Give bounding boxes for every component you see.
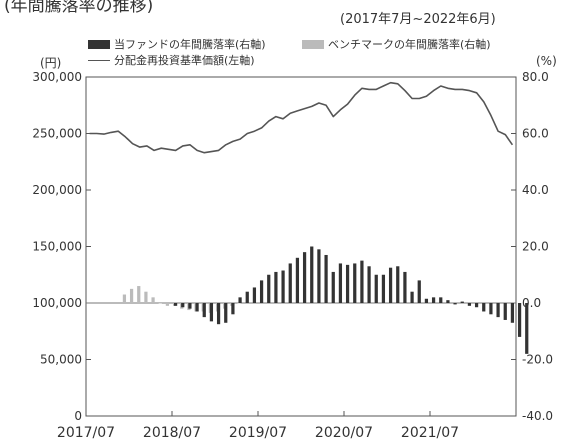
fund-bar bbox=[517, 303, 522, 337]
fund-bar bbox=[274, 271, 278, 303]
fund-bar bbox=[453, 303, 457, 305]
fund-bar bbox=[195, 303, 199, 312]
left-tick-label: 200,000 bbox=[32, 183, 82, 197]
right-tick-label: -40.0 bbox=[522, 409, 553, 423]
fund-bar bbox=[424, 298, 429, 303]
legend-fund-swatch bbox=[88, 39, 110, 49]
fund-bar bbox=[374, 274, 378, 303]
fund-bar bbox=[367, 266, 371, 303]
legend-nav-line bbox=[88, 59, 110, 61]
fund-bar bbox=[467, 303, 472, 306]
right-tick-label: 20.0 bbox=[522, 240, 549, 254]
left-tick-label: 100,000 bbox=[32, 296, 82, 310]
plot-frame bbox=[85, 76, 517, 417]
legend-fund: 当ファンドの年間騰落率(右軸) bbox=[88, 36, 266, 52]
fund-bar bbox=[388, 267, 393, 303]
benchmark-bar bbox=[144, 291, 148, 303]
x-tick-label: 2021/07 bbox=[401, 425, 459, 441]
fund-bar bbox=[317, 249, 321, 303]
fund-bar bbox=[338, 263, 343, 303]
fund-bar bbox=[181, 303, 185, 308]
fund-bar bbox=[173, 303, 178, 306]
legend-nav-label: 分配金再投資基準価額(左軸) bbox=[114, 54, 255, 67]
fund-bar bbox=[410, 291, 414, 303]
fund-bar bbox=[188, 303, 192, 309]
fund-bar bbox=[224, 303, 228, 323]
chart-title: (年間騰落率の推移) bbox=[4, 0, 154, 16]
benchmark-bar bbox=[129, 288, 134, 303]
right-axis-unit: (%) bbox=[536, 54, 557, 68]
legend-benchmark-swatch bbox=[302, 39, 324, 49]
fund-bar bbox=[281, 270, 285, 303]
legend-benchmark: ベンチマークの年間騰落率(右軸) bbox=[302, 36, 491, 52]
fund-bar bbox=[403, 271, 407, 303]
benchmark-bar bbox=[237, 303, 241, 304]
x-tick-label: 2020/07 bbox=[315, 425, 373, 441]
benchmark-bar bbox=[165, 303, 170, 306]
fund-bar bbox=[345, 264, 350, 303]
left-tick-label: 150,000 bbox=[32, 240, 82, 254]
fund-bar bbox=[231, 303, 235, 315]
left-tick-label: 50,000 bbox=[40, 353, 82, 367]
benchmark-bar bbox=[122, 294, 127, 303]
x-tick-label: 2017/07 bbox=[57, 425, 115, 441]
benchmark-bar bbox=[158, 303, 162, 304]
fund-bar bbox=[417, 280, 421, 303]
fund-bar bbox=[245, 291, 249, 303]
fund-bar bbox=[474, 303, 479, 308]
fund-bar bbox=[510, 303, 515, 323]
x-tick-label: 2018/07 bbox=[143, 425, 201, 441]
fund-bar bbox=[295, 257, 300, 303]
fund-bar bbox=[489, 303, 493, 315]
right-tick-label: -20.0 bbox=[522, 353, 553, 367]
fund-bar bbox=[216, 303, 221, 325]
fund-bar bbox=[202, 303, 206, 318]
fund-bar bbox=[209, 303, 214, 322]
fund-bar bbox=[353, 263, 357, 303]
left-axis-unit: (円) bbox=[40, 56, 62, 70]
right-tick-label: 60.0 bbox=[522, 127, 549, 141]
fund-bar bbox=[482, 303, 486, 312]
fund-bar bbox=[267, 274, 271, 303]
fund-bar bbox=[302, 252, 307, 303]
legend-nav: 分配金再投資基準価額(左軸) bbox=[88, 52, 255, 68]
fund-bar bbox=[238, 297, 242, 303]
fund-bar bbox=[503, 303, 507, 320]
x-tick-label: 2019/07 bbox=[229, 425, 287, 441]
period-label: (2017年7月~2022年6月) bbox=[340, 12, 496, 27]
fund-bar bbox=[396, 266, 400, 303]
left-tick-label: 250,000 bbox=[32, 127, 82, 141]
fund-bar bbox=[446, 300, 450, 303]
fund-bar bbox=[431, 297, 436, 303]
fund-bar bbox=[439, 297, 443, 303]
legend-benchmark-label: ベンチマークの年間騰落率(右軸) bbox=[328, 38, 491, 51]
nav-line bbox=[89, 81, 514, 154]
right-tick-label: 80.0 bbox=[522, 70, 549, 84]
fund-bar bbox=[381, 274, 386, 303]
fund-bar bbox=[360, 260, 364, 303]
fund-bar bbox=[288, 263, 292, 303]
legend-fund-label: 当ファンドの年間騰落率(右軸) bbox=[114, 38, 266, 51]
fund-bar bbox=[252, 287, 257, 303]
fund-bar bbox=[331, 271, 335, 303]
fund-bar bbox=[324, 254, 328, 303]
right-tick-label: 0.0 bbox=[522, 296, 541, 310]
fund-bar bbox=[460, 301, 464, 303]
benchmark-bar bbox=[151, 297, 155, 303]
fund-bar bbox=[310, 246, 314, 303]
fund-bar bbox=[496, 303, 500, 318]
left-tick-label: 300,000 bbox=[32, 70, 82, 84]
fund-bar bbox=[259, 280, 264, 303]
left-tick-label: 0 bbox=[74, 409, 82, 423]
fund-bar bbox=[525, 303, 529, 354]
benchmark-bar bbox=[137, 286, 141, 303]
right-tick-label: 40.0 bbox=[522, 183, 549, 197]
